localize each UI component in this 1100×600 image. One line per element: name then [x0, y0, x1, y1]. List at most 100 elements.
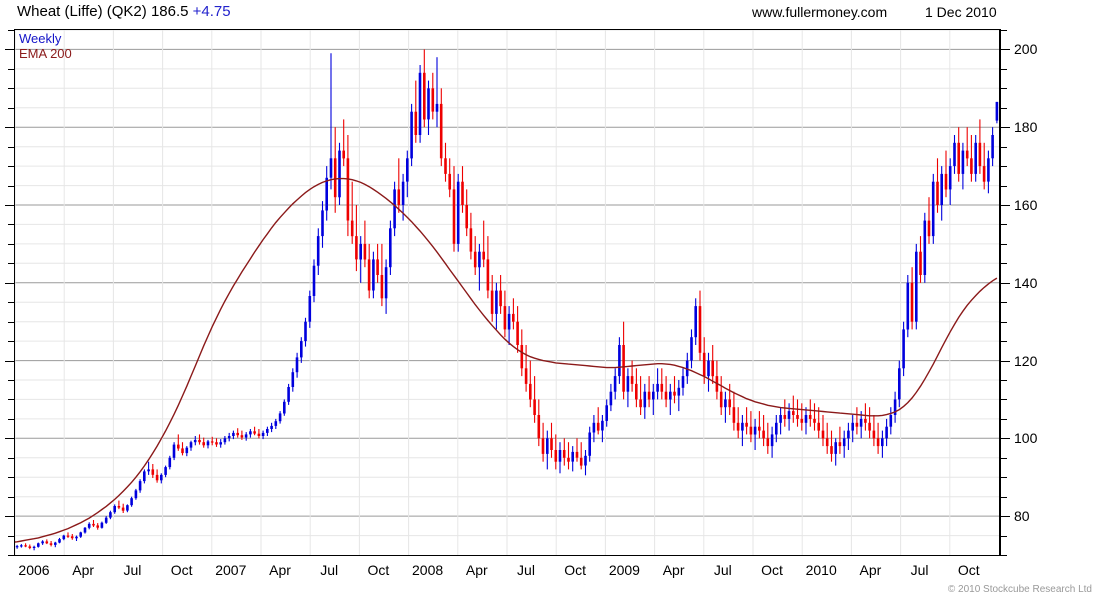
- y-tick-left: [5, 127, 15, 129]
- y-tick-left: [8, 321, 15, 323]
- y-tick: [1000, 263, 1007, 265]
- x-axis-label: 2009: [608, 562, 640, 578]
- y-axis-label: 200: [1014, 41, 1038, 58]
- x-axis-label: 2010: [805, 562, 837, 578]
- y-axis-label: 80: [1014, 508, 1030, 525]
- y-tick-left: [5, 282, 15, 284]
- x-axis: 2006 Apr Jul Oct 2007 Apr Jul Oct 2008 Apr Jul Oct 2…: [0, 556, 1100, 586]
- y-tick-left: [8, 30, 15, 31]
- y-tick-left: [8, 146, 15, 148]
- y-tick-left: [5, 205, 15, 206]
- y-axis-label: 180: [1014, 119, 1038, 136]
- y-tick: [1000, 380, 1007, 381]
- x-axis-label: Apr: [662, 562, 685, 578]
- x-axis-label: Jul: [320, 562, 339, 578]
- y-tick-left: [8, 68, 15, 70]
- y-tick: [1000, 535, 1007, 537]
- y-tick-left: [5, 516, 15, 518]
- chart-date: 1 Dec 2010: [925, 4, 997, 20]
- y-tick: [1000, 457, 1007, 459]
- x-axis-label: Apr: [72, 562, 95, 578]
- y-tick: [1000, 418, 1007, 420]
- y-tick: [1000, 185, 1007, 187]
- y-tick: [1000, 438, 1010, 440]
- y-tick-left: [8, 263, 15, 265]
- y-tick-left: [8, 418, 15, 420]
- y-tick-left: [8, 243, 15, 245]
- x-axis-label: 2006: [18, 562, 50, 578]
- y-tick: [1000, 341, 1007, 343]
- y-tick: [1000, 88, 1007, 90]
- y-tick: [1000, 68, 1007, 70]
- y-axis-label: 100: [1014, 430, 1038, 447]
- page-title: Wheat (Liffe) (QK2) 186.5 +4.75: [17, 3, 231, 20]
- y-tick: [1000, 205, 1010, 206]
- y-tick: [1000, 496, 1007, 498]
- x-axis-label: 2008: [412, 562, 444, 578]
- y-tick-left: [8, 457, 15, 459]
- y-tick-left: [8, 302, 15, 304]
- y-tick-left: [8, 555, 15, 556]
- y-tick: [1000, 477, 1007, 479]
- y-axis-label: 120: [1014, 352, 1038, 369]
- y-axis-line: [1000, 29, 1001, 556]
- chart-legend: Weekly EMA 200: [19, 31, 72, 61]
- y-tick: [1000, 166, 1007, 168]
- y-tick-left: [5, 49, 15, 51]
- x-axis-label: 2007: [215, 562, 247, 578]
- y-tick-left: [8, 166, 15, 168]
- y-tick-left: [8, 224, 15, 226]
- y-tick: [1000, 49, 1010, 51]
- y-tick-left: [8, 399, 15, 401]
- x-axis-label: Oct: [170, 562, 193, 578]
- y-tick: [1000, 321, 1007, 323]
- y-tick: [1000, 360, 1010, 362]
- y-tick-left: [8, 107, 15, 109]
- x-axis-label: Oct: [564, 562, 587, 578]
- last-price: 186.5: [150, 3, 189, 20]
- y-tick: [1000, 282, 1010, 284]
- y-tick-left: [8, 477, 15, 479]
- y-tick-left: [8, 341, 15, 343]
- y-tick: [1000, 30, 1007, 31]
- x-axis-label: Jul: [713, 562, 732, 578]
- legend-indicator-ema200: EMA 200: [19, 45, 72, 61]
- y-tick: [1000, 302, 1007, 304]
- y-axis: 80 100 120 140 160 180 200: [1000, 29, 1100, 556]
- y-tick-left: [8, 380, 15, 381]
- y-axis-label: 160: [1014, 197, 1038, 213]
- y-tick: [1000, 399, 1007, 401]
- y-tick-left: [8, 88, 15, 90]
- x-axis-label: Oct: [367, 562, 390, 578]
- x-axis-label: Apr: [465, 562, 488, 578]
- y-tick: [1000, 555, 1007, 556]
- y-tick: [1000, 146, 1007, 148]
- x-axis-label: Apr: [269, 562, 291, 578]
- y-tick-left: [5, 360, 15, 362]
- x-axis-label: Oct: [957, 562, 980, 578]
- y-tick-left: [8, 535, 15, 537]
- x-axis-label: Oct: [761, 562, 783, 578]
- left-axis-ticks: [4, 29, 15, 556]
- instrument-name: Wheat (Liffe) (QK2): [17, 3, 147, 20]
- price-change: +4.75: [192, 3, 231, 20]
- y-tick: [1000, 127, 1010, 129]
- copyright-notice: © 2010 Stockcube Research Ltd: [947, 584, 1092, 595]
- chart-header: Wheat (Liffe) (QK2) 186.5 +4.75 www.full…: [0, 0, 1100, 26]
- chart-plot-area: Weekly EMA 200: [14, 29, 1000, 556]
- y-tick: [1000, 224, 1007, 226]
- x-axis-label: Jul: [910, 562, 929, 578]
- legend-interval: Weekly: [19, 31, 62, 46]
- y-tick: [1000, 107, 1007, 109]
- candlestick-series: [15, 49, 999, 551]
- x-axis-label: Jul: [517, 562, 535, 578]
- chart-gridlines: [15, 30, 999, 555]
- y-tick-left: [8, 496, 15, 498]
- source-url: www.fullermoney.com: [752, 4, 888, 20]
- y-tick-left: [5, 438, 15, 440]
- y-tick-left: [8, 185, 15, 187]
- y-tick: [1000, 516, 1010, 518]
- y-axis-label: 140: [1014, 274, 1038, 291]
- x-axis-label: Apr: [859, 562, 882, 578]
